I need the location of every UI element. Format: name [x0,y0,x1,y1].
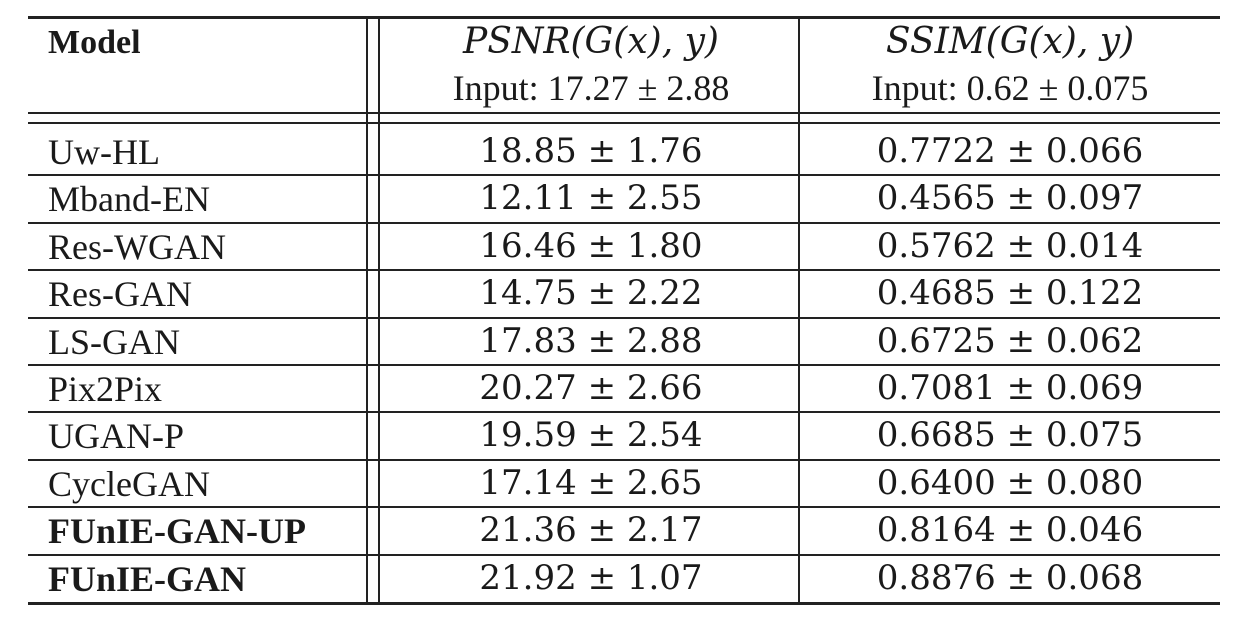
row-ssim: 0.5762 ± 0.014 [876,225,1144,266]
row-model: Res-WGAN [48,226,226,267]
header-model: Model [48,24,141,61]
row-psnr: 14.75 ± 2.22 [479,273,703,314]
row-psnr: 17.83 ± 2.88 [479,320,703,361]
row-divider [28,553,1220,556]
row-ssim: 0.7081 ± 0.069 [876,368,1144,408]
row-psnr: 18.85 ± 1.76 [479,131,703,171]
metric-col-rule [798,18,800,604]
model-col-rule-left [366,18,368,604]
row-ssim: 0.4685 ± 0.122 [876,273,1144,314]
row-ssim: 0.4565 ± 0.097 [876,178,1144,219]
model-col-rule-right [378,18,380,604]
row-divider [28,364,1220,366]
row-divider [28,411,1220,414]
row-divider [28,316,1220,319]
row-model: Res-GAN [48,274,192,315]
row-psnr: 12.11 ± 2.55 [479,178,703,219]
row-model: Mband-EN [48,179,210,220]
header-bottom-rule [28,112,1220,114]
row-model: LS-GAN [48,321,180,362]
row-ssim: 0.6400 ± 0.080 [876,462,1144,503]
bottom-rule [28,602,1220,605]
row-divider [28,506,1220,509]
row-psnr: 16.46 ± 1.80 [479,225,703,266]
row-model: UGAN-P [48,416,185,457]
row-divider [28,221,1220,224]
header-ssim-input: Input: 0.62 ± 0.075 [871,68,1149,108]
top-rule [28,16,1220,19]
row-divider [28,269,1220,272]
row-model: FUnIE-GAN-UP [48,511,306,552]
row-model: FUnIE-GAN [48,558,247,599]
row-divider [28,458,1220,461]
row-model: Pix2Pix [48,369,163,409]
header-psnr-input: Input: 17.27 ± 2.88 [452,68,730,108]
row-ssim: 0.6685 ± 0.075 [876,415,1144,456]
row-psnr: 20.27 ± 2.66 [479,368,703,408]
header-double-rule [28,122,1220,124]
row-psnr: 21.92 ± 1.07 [479,557,703,598]
header-ssim-title: SSIM(G(x), y) [885,21,1135,62]
row-psnr: 21.36 ± 2.17 [479,510,703,551]
row-psnr: 17.14 ± 2.65 [479,462,703,503]
row-ssim: 0.6725 ± 0.062 [876,320,1144,361]
header-psnr-title: PSNR(G(x), y) [463,21,719,62]
row-ssim: 0.8876 ± 0.068 [876,557,1144,598]
row-psnr: 19.59 ± 2.54 [479,415,703,456]
row-ssim: 0.7722 ± 0.066 [876,131,1144,171]
row-model: Uw-HL [48,132,160,172]
row-divider [28,174,1220,177]
row-model: CycleGAN [48,463,210,504]
row-ssim: 0.8164 ± 0.046 [876,510,1144,551]
